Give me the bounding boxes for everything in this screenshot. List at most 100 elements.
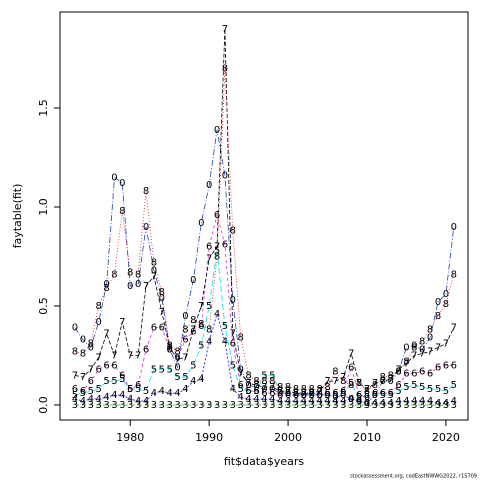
point-symbol: 8 [387, 370, 393, 381]
point-symbol: 0 [372, 390, 378, 401]
point-symbol: 5 [403, 382, 409, 393]
point-symbol: 6 [230, 339, 236, 350]
point-symbol: 0 [332, 392, 338, 403]
point-symbol: 3 [151, 400, 157, 411]
point-symbol: 6 [293, 390, 299, 401]
point-symbol: 4 [387, 398, 393, 409]
point-symbol: 3 [403, 400, 409, 411]
point-symbol: 8 [411, 343, 417, 354]
point-symbol: 3 [261, 400, 267, 411]
point-symbol: 0 [411, 341, 417, 352]
point-symbol: 3 [119, 400, 125, 411]
point-symbol: 8 [324, 382, 330, 393]
point-symbol: 8 [182, 325, 188, 336]
point-symbol: 3 [411, 400, 417, 411]
point-symbol: 4 [167, 388, 173, 399]
point-symbol: 6 [372, 388, 378, 399]
point-symbol: 3 [103, 400, 109, 411]
point-symbol: 4 [261, 394, 267, 405]
point-symbol: 8 [151, 257, 157, 268]
point-symbol: 7 [135, 350, 141, 361]
point-symbol: 5 [230, 360, 236, 371]
point-symbol: 4 [143, 396, 149, 407]
series-line [74, 129, 455, 404]
point-symbol: 8 [159, 287, 165, 298]
point-symbol: 3 [80, 400, 86, 411]
point-symbol: 7 [324, 376, 330, 387]
point-symbol: 5 [253, 386, 259, 397]
point-symbol: 4 [253, 394, 259, 405]
point-symbol: 8 [316, 384, 322, 395]
point-symbol: 4 [411, 396, 417, 407]
point-symbol: 0 [214, 125, 220, 136]
point-symbol: 5 [167, 364, 173, 375]
point-symbol: 5 [395, 386, 401, 397]
point-symbol: 3 [253, 400, 259, 411]
point-symbol: 6 [80, 386, 86, 397]
point-symbol: 3 [269, 400, 275, 411]
point-symbol: 0 [451, 222, 457, 233]
point-symbol: 7 [277, 386, 283, 397]
point-symbol: 8 [127, 267, 133, 278]
point-symbol: 8 [419, 337, 425, 348]
y-tick-label: 0.0 [37, 396, 50, 414]
point-symbol: 8 [174, 347, 180, 358]
point-symbol: 5 [293, 388, 299, 399]
point-symbol: 5 [151, 364, 157, 375]
point-symbol: 5 [269, 370, 275, 381]
point-symbol: 8 [277, 382, 283, 393]
point-symbol: 4 [403, 396, 409, 407]
point-symbol: 4 [443, 398, 449, 409]
point-symbol: 5 [88, 386, 94, 397]
point-symbol: 3 [316, 400, 322, 411]
point-symbol: 4 [380, 398, 386, 409]
point-symbol: 5 [443, 386, 449, 397]
point-symbol: 6 [253, 386, 259, 397]
point-symbol: 8 [88, 339, 94, 350]
point-symbol: 0 [159, 293, 165, 304]
point-symbol: 0 [167, 345, 173, 356]
point-symbol: 7 [364, 384, 370, 395]
point-symbol: 5 [348, 378, 354, 389]
point-symbol: 6 [182, 335, 188, 346]
point-symbol: 7 [411, 350, 417, 361]
point-symbol: 6 [395, 380, 401, 391]
point-symbol: 5 [198, 341, 204, 352]
series-line [74, 68, 455, 392]
point-symbol: 0 [435, 297, 441, 308]
point-symbol: 0 [356, 396, 362, 407]
point-symbol: 7 [301, 388, 307, 399]
point-symbol: 6 [127, 384, 133, 395]
point-symbol: 0 [127, 281, 133, 292]
point-symbol: 4 [269, 394, 275, 405]
point-symbol: 4 [427, 396, 433, 407]
point-symbol: 3 [324, 400, 330, 411]
point-symbol: 6 [387, 388, 393, 399]
point-symbol: 8 [380, 372, 386, 383]
point-symbol: 3 [451, 400, 457, 411]
point-symbol: 7 [119, 317, 125, 328]
point-symbol: 6 [198, 321, 204, 332]
point-symbol: 3 [174, 400, 180, 411]
point-symbol: 8 [395, 366, 401, 377]
point-symbol: 6 [309, 390, 315, 401]
point-symbol: 3 [443, 400, 449, 411]
point-symbol: 5 [316, 390, 322, 401]
point-symbol: 4 [135, 396, 141, 407]
point-symbol: 3 [380, 400, 386, 411]
point-symbol: 4 [103, 392, 109, 403]
point-symbol: 7 [238, 368, 244, 379]
point-symbol: 5 [285, 388, 291, 399]
point-symbol: 3 [230, 400, 236, 411]
point-symbol: 8 [80, 348, 86, 359]
point-symbol: 5 [340, 388, 346, 399]
x-tick-label: 2010 [353, 431, 381, 444]
point-symbol: 0 [198, 218, 204, 229]
point-symbol: 8 [167, 341, 173, 352]
point-symbol: 5 [222, 321, 228, 332]
point-symbol: 8 [135, 269, 141, 280]
x-tick-label: 1980 [116, 431, 144, 444]
point-symbol: 5 [261, 370, 267, 381]
point-symbol: 8 [372, 380, 378, 391]
